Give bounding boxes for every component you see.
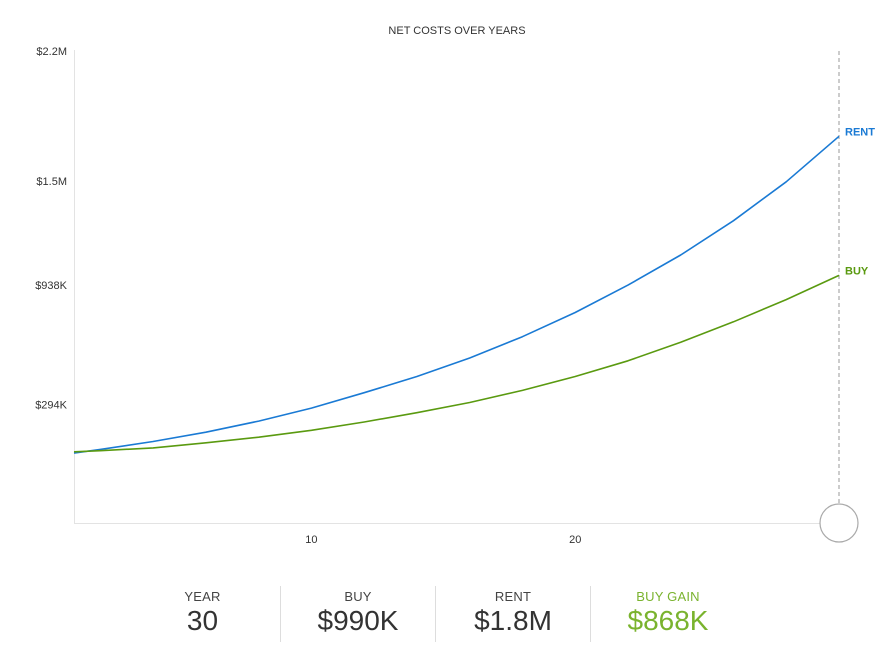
year-stat: YEAR 30 — [125, 586, 280, 642]
buy-gain-stat: BUY GAIN $868K — [590, 586, 745, 642]
year-value: 30 — [186, 605, 219, 636]
y-tick-label: $294K — [35, 400, 67, 412]
buy-label: BUY — [344, 589, 372, 604]
rent-series-line — [73, 135, 840, 454]
buy-stat: BUY $990K — [280, 586, 435, 642]
buy-series-label: BUY — [845, 265, 869, 277]
rent-value: $1.8M — [474, 605, 552, 636]
y-tick-label: $1.5M — [36, 176, 67, 188]
y-tick-label: $2.2M — [36, 46, 67, 58]
x-tick-label: 20 — [569, 534, 581, 546]
buy-value: $990K — [317, 605, 399, 636]
rent-stat: RENT $1.8M — [435, 586, 590, 642]
rent-series-label: RENT — [845, 126, 875, 138]
buy-gain-value: $868K — [627, 605, 709, 636]
net-costs-chart: NET COSTS OVER YEARS $294K $938K $1.5M $2.2… — [35, 25, 875, 546]
year-slider-handle[interactable] — [819, 503, 859, 543]
year-label: YEAR — [184, 589, 221, 604]
summary-panel: YEAR 30 BUY $990K RENT $1.8M BUY GAIN $8… — [125, 586, 745, 642]
y-axis-ticks: $294K $938K $1.5M $2.2M — [35, 46, 67, 412]
buy-series-line — [73, 274, 840, 453]
chart-title: NET COSTS OVER YEARS — [388, 25, 525, 37]
y-tick-label: $938K — [35, 280, 67, 292]
rent-label: RENT — [494, 589, 532, 604]
x-tick-label: 10 — [305, 534, 317, 546]
x-axis-ticks: 10 20 — [305, 534, 581, 546]
series-layer: RENT BUY — [73, 126, 875, 454]
buy-gain-label: BUY GAIN — [636, 589, 700, 604]
